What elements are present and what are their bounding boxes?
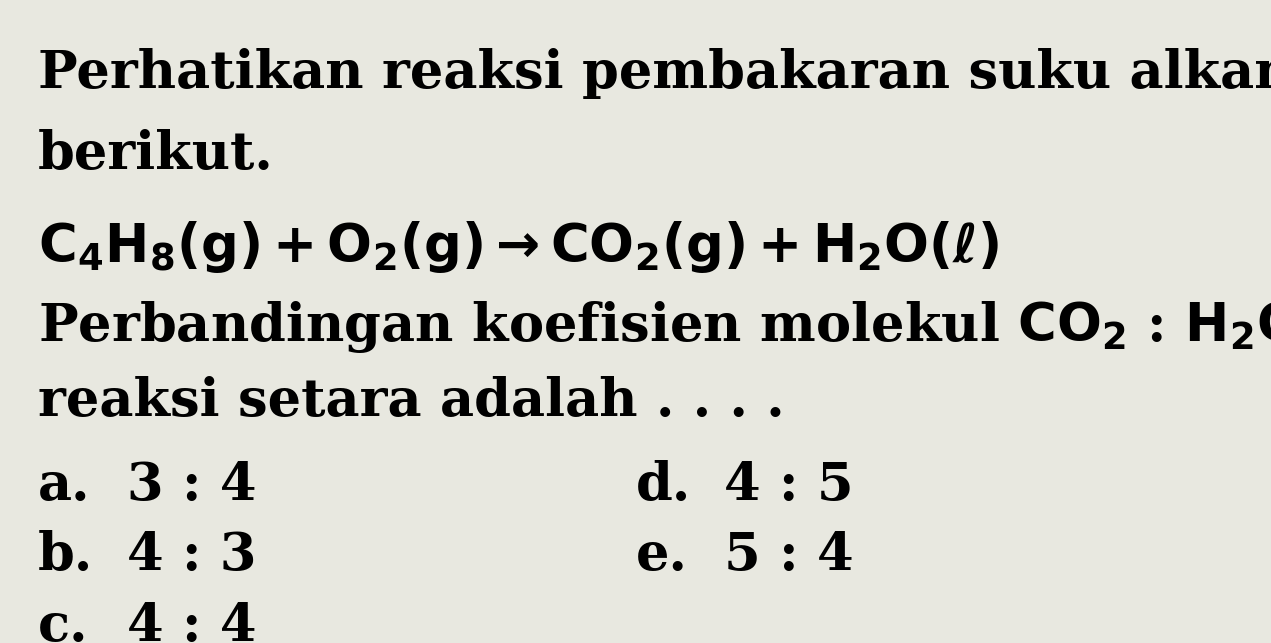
- Text: 4 : 4: 4 : 4: [127, 601, 257, 643]
- Text: e.: e.: [636, 530, 688, 581]
- Text: 5 : 4: 5 : 4: [724, 530, 854, 581]
- Text: $\mathbf{C_4H_8}$$\mathbf{(g) + O_2(g) \rightarrow CO_2(g) + H_2O(\ell)}$: $\mathbf{C_4H_8}$$\mathbf{(g) + O_2(g) \…: [38, 219, 999, 275]
- Text: 4 : 3: 4 : 3: [127, 530, 257, 581]
- Text: b.: b.: [38, 530, 93, 581]
- Text: Perbandingan koefisien molekul $\mathbf{CO_2}$ : $\mathbf{H_2O}$ saat: Perbandingan koefisien molekul $\mathbf{…: [38, 299, 1271, 355]
- Text: berikut.: berikut.: [38, 129, 273, 179]
- Text: c.: c.: [38, 601, 89, 643]
- Text: 4 : 5: 4 : 5: [724, 460, 854, 511]
- Text: reaksi setara adalah . . . .: reaksi setara adalah . . . .: [38, 376, 784, 427]
- Text: Perhatikan reaksi pembakaran suku alkana: Perhatikan reaksi pembakaran suku alkana: [38, 48, 1271, 99]
- Text: d.: d.: [636, 460, 690, 511]
- Text: a.: a.: [38, 460, 90, 511]
- Text: 3 : 4: 3 : 4: [127, 460, 257, 511]
